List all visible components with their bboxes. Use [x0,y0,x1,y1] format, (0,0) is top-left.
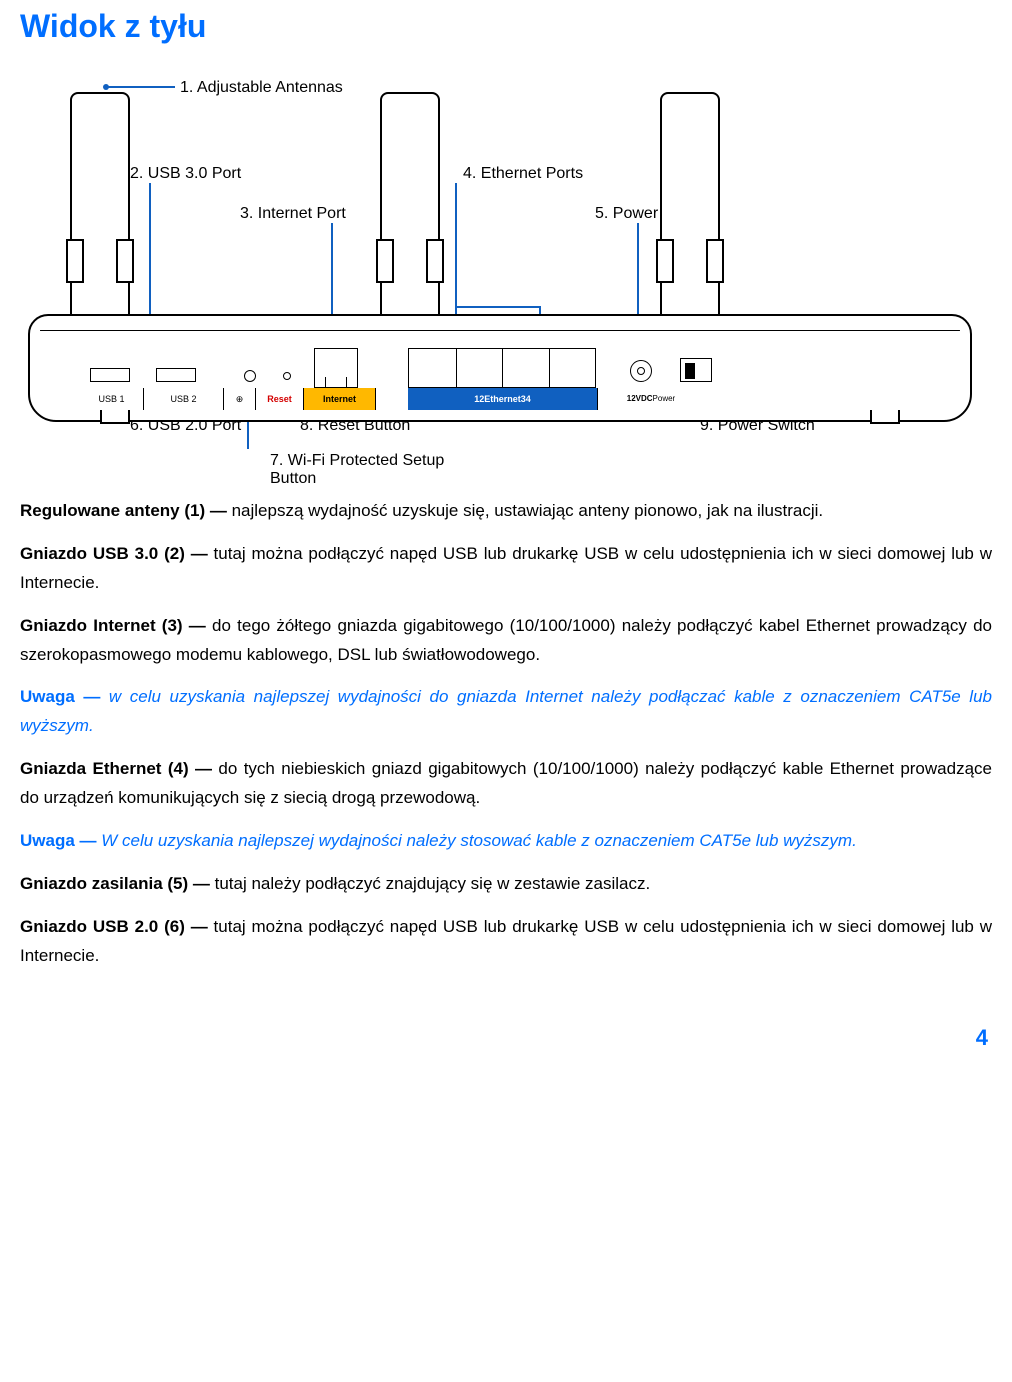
body-text: Regulowane anteny (1) — najlepszą wydajn… [20,497,992,971]
port-internet-icon [314,348,358,388]
para-antennas: Regulowane anteny (1) — najlepszą wydajn… [20,497,992,526]
label-reset: Reset [256,388,304,410]
port-power-icon [630,360,652,382]
router-back-panel: USB 1 USB 2 ⊕ Reset Internet 1 2 Etherne… [80,340,920,412]
note-internet: Uwaga — w celu uzyskania najlepszej wyda… [20,683,992,741]
power-switch-icon [680,358,712,382]
router-diagram: 1. Adjustable Antennas 2. USB 3.0 Port 3… [20,57,980,477]
label-wps: ⊕ [224,388,256,410]
para-usb3: Gniazdo USB 3.0 (2) — tutaj można podłąc… [20,540,992,598]
ports-ethernet-icon [408,348,596,388]
callout-wps: 7. Wi-Fi Protected Setup Button [270,452,450,488]
para-usb2: Gniazdo USB 2.0 (6) — tutaj można podłąc… [20,913,992,971]
page-number: 4 [976,1025,988,1051]
router-illustration: USB 1 USB 2 ⊕ Reset Internet 1 2 Etherne… [20,92,980,422]
antenna-right [660,92,720,342]
label-power: 12VDC Power [626,388,676,410]
port-usb2-icon [156,368,196,382]
antenna-mid [380,92,440,342]
reset-button-icon [283,372,291,380]
label-usb2: USB 2 [144,388,224,410]
page-title: Widok z tyłu [20,8,992,45]
wps-button-icon [244,370,256,382]
para-ethernet: Gniazda Ethernet (4) — do tych niebieski… [20,755,992,813]
label-usb1: USB 1 [80,388,144,410]
label-ethernet: 1 2 Ethernet 3 4 [408,388,598,410]
para-internet: Gniazdo Internet (3) — do tego żółtego g… [20,612,992,670]
note-ethernet: Uwaga — W celu uzyskania najlepszej wyda… [20,827,992,856]
para-power: Gniazdo zasilania (5) — tutaj należy pod… [20,870,992,899]
antenna-left [70,92,130,342]
port-usb1-icon [90,368,130,382]
port-label-strip: USB 1 USB 2 ⊕ Reset Internet 1 2 Etherne… [80,388,920,410]
label-internet: Internet [304,388,376,410]
